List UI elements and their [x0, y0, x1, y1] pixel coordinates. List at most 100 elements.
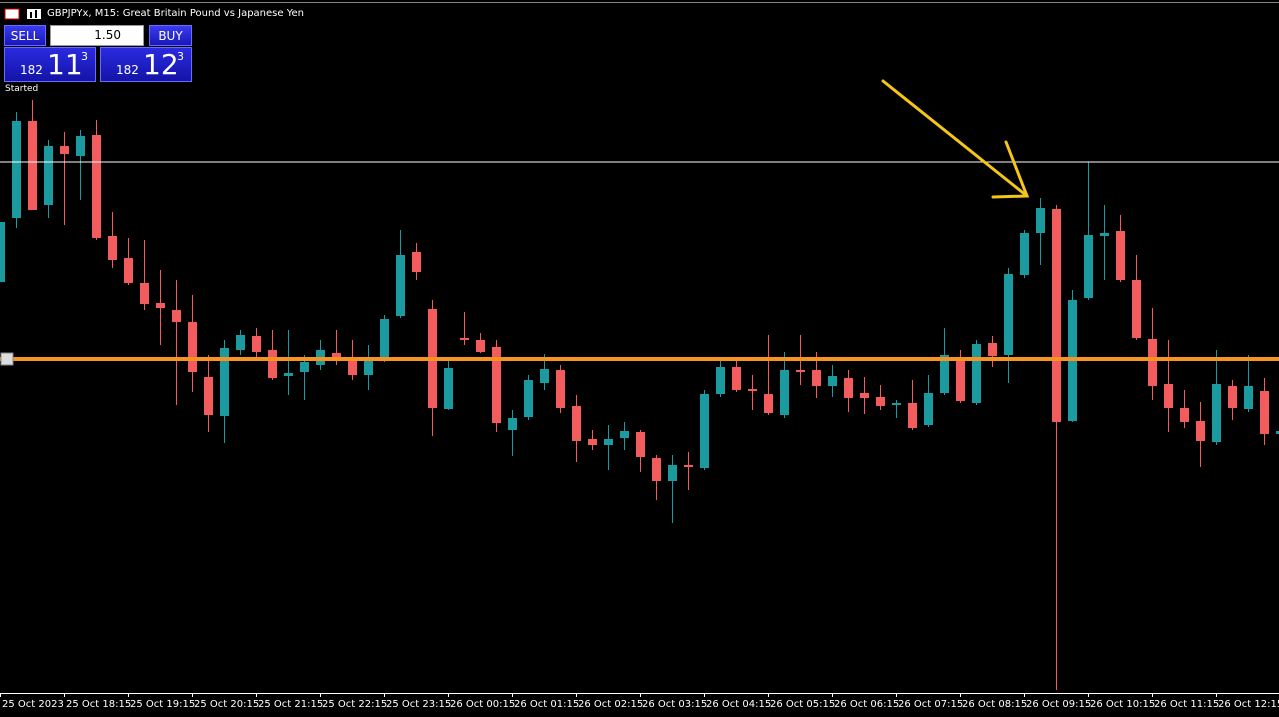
candle-body — [1020, 233, 1029, 275]
x-tick-label: 26 Oct 09:15 — [1026, 699, 1091, 710]
candle-body — [0, 222, 5, 282]
candle-body — [300, 362, 309, 372]
candle-body — [844, 378, 853, 398]
trade-panel: SELL 1.50 BUY 182 11 3 182 12 3 — [4, 24, 192, 82]
x-tick-label: 25 Oct 19:15 — [130, 699, 195, 710]
candle-body — [908, 403, 917, 428]
candle-body — [812, 370, 821, 386]
buy-price[interactable]: 182 12 3 — [100, 47, 192, 82]
candle-body — [700, 394, 709, 468]
candle-body — [876, 397, 885, 406]
candle-body — [972, 344, 981, 403]
candle-body — [860, 393, 869, 398]
chart-icon-bar — [35, 10, 37, 18]
candle-body — [92, 135, 101, 238]
x-tick-label: 26 Oct 07:15 — [898, 699, 963, 710]
candle-body — [284, 373, 293, 376]
price-big: 182 — [20, 63, 43, 77]
candle-body — [620, 431, 629, 438]
x-tick-label: 26 Oct 05:15 — [770, 699, 835, 710]
volume-input[interactable]: 1.50 — [50, 25, 144, 46]
candle-body — [1100, 233, 1109, 236]
candle-body — [1052, 209, 1061, 422]
x-tick-label: 25 Oct 18:15 — [66, 699, 131, 710]
candle-body — [140, 283, 149, 304]
chart-icon[interactable] — [27, 9, 41, 19]
candle-body — [444, 368, 453, 409]
candle-body — [1116, 231, 1125, 280]
candle-body — [652, 458, 661, 481]
price-pips: 11 — [47, 48, 83, 81]
price-point: 3 — [177, 50, 184, 63]
candle-body — [556, 370, 565, 408]
x-tick-label: 26 Oct 12:15 — [1218, 699, 1279, 710]
line-handle[interactable] — [0, 352, 14, 366]
candle-body — [60, 146, 69, 154]
candle-body — [588, 439, 597, 445]
x-tick-label: 25 Oct 21:15 — [258, 699, 323, 710]
x-tick-label: 25 Oct 2023 — [2, 699, 64, 710]
candle-body — [1148, 339, 1157, 386]
candle-body — [28, 121, 37, 210]
candle-body — [204, 377, 213, 415]
candle-body — [1180, 408, 1189, 422]
x-tick-label: 25 Oct 22:15 — [322, 699, 387, 710]
candle-body — [924, 393, 933, 425]
candle-body — [124, 258, 133, 283]
x-tick-label: 26 Oct 11:15 — [1154, 699, 1219, 710]
candle-body — [636, 432, 645, 457]
chart-icon-bar — [30, 12, 32, 18]
annotation-arrow — [881, 79, 1030, 199]
candle-body — [252, 336, 261, 352]
candle-body — [540, 369, 549, 383]
x-tick-label: 26 Oct 01:15 — [514, 699, 579, 710]
candle-body — [188, 322, 197, 372]
candle-body — [492, 347, 501, 423]
candle-body — [524, 380, 533, 417]
candle-body — [668, 465, 677, 481]
candle-body — [76, 136, 85, 156]
candle-body — [508, 418, 517, 430]
buy-button[interactable]: BUY — [149, 25, 192, 46]
candle-body — [1164, 384, 1173, 408]
candle-body — [236, 335, 245, 350]
x-tick-label: 25 Oct 20:15 — [194, 699, 259, 710]
candle-body — [396, 255, 405, 316]
candle-body — [940, 355, 949, 393]
candle-body — [412, 252, 421, 272]
sell-price[interactable]: 182 11 3 — [4, 47, 96, 82]
candle-body — [1196, 421, 1205, 441]
candle-body — [460, 338, 469, 340]
candle-body — [1132, 280, 1141, 338]
candle-body — [956, 359, 965, 401]
candle-body — [220, 348, 229, 416]
candle-body — [892, 403, 901, 405]
x-tick-label: 26 Oct 03:15 — [642, 699, 707, 710]
x-tick-label: 26 Oct 06:15 — [834, 699, 899, 710]
window-icons — [4, 8, 41, 20]
candle-body — [172, 310, 181, 322]
x-tick-label: 26 Oct 04:15 — [706, 699, 771, 710]
candle-body — [1084, 235, 1093, 298]
x-tick-label: 26 Oct 10:15 — [1090, 699, 1155, 710]
candle-body — [1260, 391, 1269, 434]
candle-body — [364, 358, 373, 375]
price-point: 3 — [81, 50, 88, 63]
candle-body — [268, 350, 277, 378]
sell-button[interactable]: SELL — [4, 25, 46, 46]
chart-header: GBPJPYx, M15: Great Britain Pound vs Jap… — [47, 8, 304, 19]
candle-body — [1276, 431, 1279, 434]
candle-body — [1244, 386, 1253, 409]
candle-body — [684, 465, 693, 467]
candle-body — [12, 121, 21, 218]
candle-body — [476, 340, 485, 352]
flag-icon — [4, 8, 20, 20]
candle-body — [572, 406, 581, 441]
candle-body — [764, 394, 773, 413]
candle-body — [1036, 208, 1045, 233]
candle-body — [156, 303, 165, 308]
candle-body — [732, 367, 741, 390]
x-tick-label: 26 Oct 00:15 — [450, 699, 515, 710]
